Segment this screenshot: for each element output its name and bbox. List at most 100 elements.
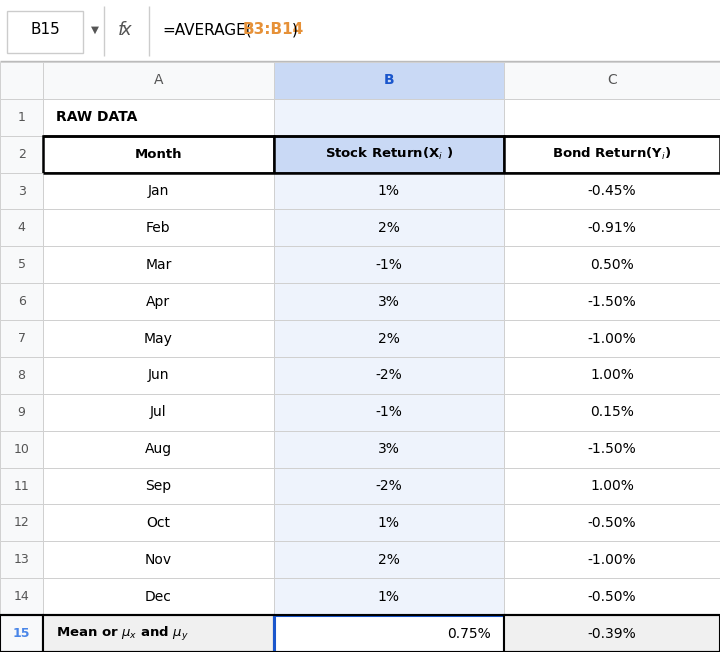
Bar (0, 578, 43, 615)
Bar (43, 173, 274, 209)
Text: Oct: Oct (146, 516, 171, 530)
Text: -0.45%: -0.45% (588, 184, 636, 198)
Text: May: May (144, 331, 173, 346)
Text: 0.75%: 0.75% (447, 627, 491, 640)
Text: 1%: 1% (378, 516, 400, 530)
Bar (43, 246, 274, 283)
Bar (0, 541, 43, 578)
Bar (274, 62, 504, 99)
Text: 14: 14 (14, 590, 30, 603)
Bar (274, 357, 504, 394)
Bar (43, 467, 274, 505)
Bar (43, 431, 274, 467)
Text: 1.00%: 1.00% (590, 368, 634, 383)
Text: 0.50%: 0.50% (590, 258, 634, 272)
Bar (43, 209, 274, 246)
Text: C: C (607, 74, 617, 87)
Bar (504, 99, 720, 136)
Bar (43, 136, 274, 173)
Bar (43, 615, 274, 652)
Bar (274, 467, 504, 505)
Text: -2%: -2% (375, 479, 402, 493)
Bar (0, 209, 43, 246)
Bar (0, 62, 43, 99)
Text: Nov: Nov (145, 553, 172, 567)
Text: 2%: 2% (378, 221, 400, 235)
Bar (0, 173, 43, 209)
Text: 11: 11 (14, 479, 30, 492)
Text: 3%: 3% (378, 295, 400, 308)
Bar (274, 246, 504, 283)
Bar (274, 173, 504, 209)
Bar (43, 394, 274, 431)
Bar (0, 431, 43, 467)
Text: 3: 3 (18, 185, 25, 198)
Text: 7: 7 (17, 332, 26, 345)
Bar (0, 99, 43, 136)
Bar (274, 578, 504, 615)
Bar (504, 320, 720, 357)
Text: 1%: 1% (378, 184, 400, 198)
Bar (504, 541, 720, 578)
Text: 2: 2 (18, 147, 25, 160)
Bar (0, 320, 43, 357)
Text: 12: 12 (14, 516, 30, 529)
Text: Month: Month (135, 147, 182, 160)
Text: Feb: Feb (146, 221, 171, 235)
Text: 1%: 1% (378, 589, 400, 604)
Text: Dec: Dec (145, 589, 172, 604)
Bar (43, 99, 274, 136)
Bar (504, 136, 720, 173)
Text: Mean or $\mu_x$ and $\mu_y$: Mean or $\mu_x$ and $\mu_y$ (56, 625, 189, 643)
Text: -0.91%: -0.91% (588, 221, 636, 235)
Bar (0, 467, 43, 505)
Bar (274, 320, 504, 357)
Bar (274, 541, 504, 578)
Text: -1.50%: -1.50% (588, 442, 636, 456)
Bar (274, 615, 504, 652)
Text: 15: 15 (13, 627, 30, 640)
Text: -0.39%: -0.39% (588, 627, 636, 640)
Bar (0, 136, 43, 173)
Bar (0, 283, 43, 320)
Text: Apr: Apr (146, 295, 171, 308)
Text: 6: 6 (18, 295, 25, 308)
Bar (504, 209, 720, 246)
Text: 10: 10 (14, 443, 30, 456)
Bar (0, 615, 43, 652)
Text: =AVERAGE(: =AVERAGE( (162, 22, 251, 37)
Text: -0.50%: -0.50% (588, 516, 636, 530)
Bar (504, 431, 720, 467)
Bar (274, 209, 504, 246)
Text: 1: 1 (18, 111, 25, 124)
Text: 9: 9 (18, 406, 25, 419)
Text: B3:B14: B3:B14 (243, 22, 304, 37)
Text: -1.00%: -1.00% (588, 553, 636, 567)
Bar (43, 541, 274, 578)
Bar (504, 578, 720, 615)
Bar (7, 10, 83, 53)
Text: ▼: ▼ (91, 25, 99, 35)
Text: Sep: Sep (145, 479, 171, 493)
Text: Jun: Jun (148, 368, 169, 383)
Text: Stock Return(X$_i$ ): Stock Return(X$_i$ ) (325, 146, 453, 162)
Bar (43, 357, 274, 394)
Text: ): ) (292, 22, 297, 37)
Bar (274, 431, 504, 467)
Bar (274, 394, 504, 431)
Bar (504, 394, 720, 431)
Text: Mar: Mar (145, 258, 171, 272)
Text: Bond Return(Y$_i$): Bond Return(Y$_i$) (552, 146, 672, 162)
Text: B15: B15 (30, 22, 60, 37)
Text: 8: 8 (17, 369, 26, 382)
Bar (504, 467, 720, 505)
Bar (274, 505, 504, 541)
Bar (43, 62, 274, 99)
Bar (504, 357, 720, 394)
Text: 1.00%: 1.00% (590, 479, 634, 493)
Text: 2%: 2% (378, 553, 400, 567)
Bar (274, 99, 504, 136)
Text: Jul: Jul (150, 406, 167, 419)
Text: $f\!x$: $f\!x$ (117, 21, 134, 38)
Bar (274, 283, 504, 320)
